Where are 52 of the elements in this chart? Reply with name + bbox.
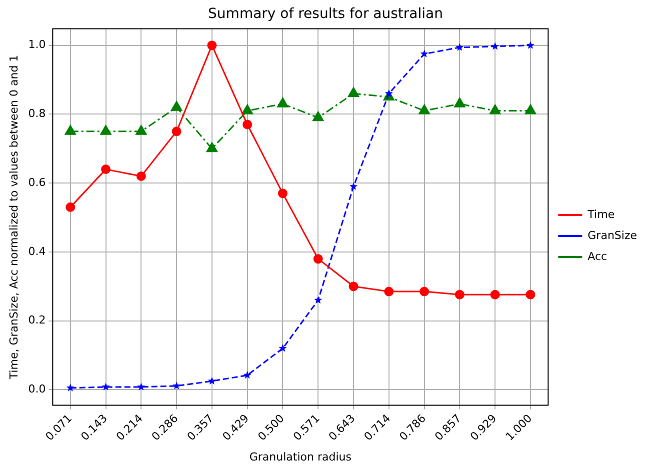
point (420, 50, 428, 58)
x-axis-title: Granulation radius (249, 450, 352, 464)
point (524, 104, 536, 114)
point (243, 371, 252, 379)
point (313, 254, 323, 264)
y-tick-label: 1.0 (28, 38, 46, 52)
y-tick-label: 0.0 (28, 382, 46, 396)
point (312, 111, 324, 122)
y-tick-label: 0.2 (28, 314, 46, 327)
point (418, 104, 430, 114)
point (172, 126, 182, 136)
point (66, 384, 74, 392)
point (456, 43, 464, 51)
point (348, 282, 358, 292)
point (171, 101, 182, 111)
point (348, 87, 360, 98)
point (242, 104, 253, 114)
point (206, 142, 218, 152)
point (64, 125, 76, 135)
point (207, 40, 217, 50)
point (136, 171, 146, 181)
point (384, 286, 394, 296)
point (100, 125, 112, 135)
point (526, 41, 534, 49)
point (420, 286, 430, 296)
point (242, 120, 252, 130)
point (278, 188, 288, 198)
point (208, 376, 216, 384)
point (454, 98, 466, 108)
point (278, 344, 287, 352)
y-tick-label: 0.4 (28, 244, 46, 258)
point (277, 98, 288, 108)
chart-title: Summary of results for australian (208, 6, 443, 22)
point (491, 42, 500, 50)
point (172, 382, 181, 390)
y-axis-title: Time, GranSize, Acc normalized to values between 0 and 1 (7, 54, 20, 380)
point (136, 125, 147, 135)
point (350, 182, 358, 190)
legend-label: Acc (588, 250, 608, 263)
point (454, 290, 464, 300)
point (490, 104, 501, 114)
y-tick-label: 0.8 (28, 107, 46, 120)
y-tick-label: 0.6 (28, 176, 46, 189)
point (314, 296, 322, 304)
point (137, 382, 146, 390)
point (66, 202, 76, 212)
point (102, 382, 110, 390)
legend-label: GranSize (588, 228, 638, 242)
point (490, 290, 500, 300)
point (526, 290, 536, 300)
legend-label: Time (586, 208, 615, 221)
point (101, 164, 111, 174)
